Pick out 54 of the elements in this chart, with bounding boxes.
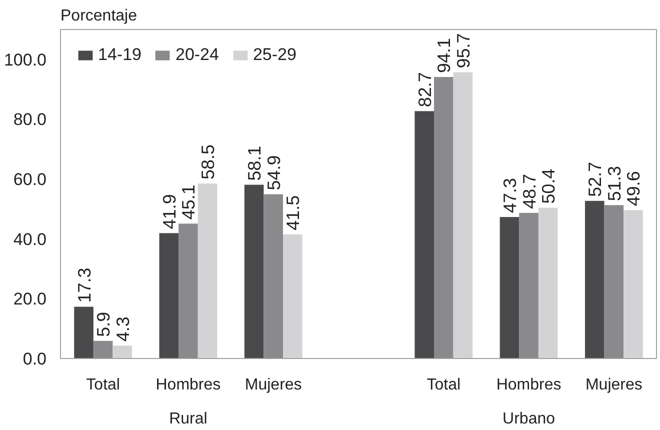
bar	[244, 184, 264, 358]
x-tick-label: Mujeres	[244, 376, 302, 394]
data-label: 54.9	[264, 155, 284, 190]
x-tick-label: Hombres	[496, 376, 562, 394]
x-tick-label: Hombres	[156, 376, 221, 394]
legend-label: 25-29	[252, 45, 296, 65]
data-label: 94.1	[434, 38, 454, 74]
data-label: 45.1	[178, 184, 199, 220]
x-tick-label: Total	[86, 376, 120, 394]
data-label: 52.7	[585, 162, 606, 197]
bar	[198, 184, 218, 358]
y-tick-label: 100.0	[4, 50, 47, 70]
bar	[159, 233, 179, 358]
bar	[93, 340, 113, 358]
text: Urbano	[502, 410, 556, 428]
bar	[112, 346, 132, 358]
data-label: 17.3	[74, 268, 94, 303]
data-label: 41.5	[283, 195, 304, 230]
y-tick-label: 80.0	[13, 110, 47, 130]
bar	[604, 205, 624, 358]
legend-label: 20-24	[175, 45, 219, 65]
y-axis-title: Porcentaje	[60, 8, 138, 24]
bar	[74, 306, 94, 358]
data-label: 41.9	[159, 194, 180, 230]
bar	[584, 200, 604, 358]
bar	[453, 72, 473, 358]
bar	[264, 194, 284, 358]
x-tick-label: Total	[426, 376, 461, 394]
y-tick-label: 40.0	[13, 230, 47, 249]
data-label: 47.3	[500, 178, 520, 214]
y-tick-label: 60.0	[13, 170, 47, 190]
data-label: 51.3	[604, 166, 624, 202]
legend-label: 14-19	[98, 45, 142, 65]
bar	[283, 234, 302, 358]
bar	[624, 210, 643, 358]
bar	[178, 224, 198, 358]
data-label: 95.7	[453, 33, 474, 68]
data-label: 58.5	[198, 144, 218, 180]
bar	[500, 217, 520, 358]
y-tick-label: 0.0	[22, 350, 47, 368]
bar	[519, 212, 538, 358]
text: Rural	[169, 410, 208, 428]
data-label: 50.4	[538, 168, 559, 204]
data-label: 49.6	[624, 171, 644, 206]
data-label: 82.7	[414, 72, 435, 108]
data-label: 5.9	[94, 312, 114, 337]
bar	[414, 111, 434, 358]
bar	[538, 208, 558, 358]
y-tick-label: 20.0	[13, 290, 47, 309]
bar	[434, 77, 454, 358]
data-label: 58.1	[244, 146, 265, 181]
data-label: 48.7	[519, 174, 540, 209]
x-tick-label: Mujeres	[585, 376, 642, 394]
data-label: 4.3	[112, 316, 133, 342]
